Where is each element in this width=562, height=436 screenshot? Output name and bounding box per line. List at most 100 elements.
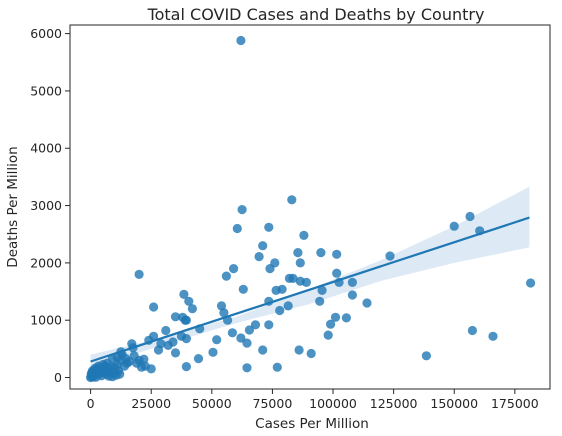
- y-tick-label: 3000: [30, 198, 62, 213]
- data-point: [216, 301, 227, 311]
- regression-line: [90, 216, 530, 363]
- x-tick-label: 50000: [192, 396, 232, 411]
- data-point: [385, 251, 395, 261]
- data-point: [272, 362, 282, 372]
- data-point: [265, 264, 275, 274]
- data-point: [316, 248, 326, 258]
- data-point: [115, 369, 125, 379]
- data-point: [317, 285, 327, 295]
- data-point: [288, 273, 298, 283]
- data-point: [181, 334, 191, 344]
- data-point: [449, 221, 459, 231]
- data-point: [181, 315, 191, 325]
- x-axis: 0 25000 50000 75000 100000 125000 150000 175000: [87, 389, 539, 411]
- data-point: [221, 271, 231, 281]
- data-point: [163, 340, 173, 350]
- data-point: [229, 264, 239, 274]
- data-point: [227, 328, 237, 338]
- data-point: [212, 335, 222, 345]
- data-point: [124, 356, 134, 367]
- data-point: [465, 211, 475, 222]
- data-point: [299, 230, 309, 240]
- data-point: [236, 35, 246, 46]
- data-point: [232, 223, 242, 234]
- data-point: [179, 289, 189, 299]
- data-point: [153, 345, 164, 355]
- data-point: [264, 320, 274, 330]
- data-point: [467, 325, 477, 336]
- data-point: [362, 298, 372, 308]
- x-tick-label: 25000: [131, 396, 171, 411]
- data-point: [237, 205, 247, 215]
- x-tick-label: 125000: [370, 396, 418, 411]
- data-point: [258, 241, 268, 251]
- data-point: [134, 269, 144, 279]
- data-point: [132, 358, 142, 368]
- data-point: [347, 290, 357, 300]
- data-point: [107, 372, 117, 382]
- data-point: [293, 248, 303, 258]
- data-point: [250, 320, 261, 330]
- y-tick-label: 0: [54, 370, 62, 385]
- y-axis-label: Deaths Per Million: [5, 146, 21, 267]
- data-point: [236, 333, 246, 343]
- x-tick-label: 150000: [430, 396, 478, 411]
- y-tick-label: 1000: [30, 313, 62, 328]
- x-tick-label: 100000: [309, 396, 357, 411]
- data-point: [242, 363, 252, 373]
- data-point: [488, 331, 498, 341]
- data-point: [295, 258, 305, 268]
- data-point: [526, 278, 536, 288]
- data-point: [244, 325, 254, 335]
- data-point: [258, 345, 268, 355]
- data-point: [332, 268, 342, 278]
- data-point: [275, 305, 285, 316]
- y-tick-label: 6000: [30, 26, 62, 41]
- data-point: [242, 338, 252, 348]
- data-point: [306, 348, 316, 359]
- data-point: [271, 285, 281, 295]
- y-tick-label: 2000: [30, 255, 62, 270]
- data-point: [181, 362, 191, 372]
- chart-title: Total COVID Cases and Deaths by Country: [147, 5, 485, 24]
- data-point: [161, 325, 171, 336]
- data-point: [421, 351, 431, 361]
- x-axis-label: Cases Per Million: [255, 416, 369, 432]
- y-tick-label: 4000: [30, 141, 62, 156]
- data-point: [341, 313, 351, 323]
- data-point: [219, 308, 229, 318]
- data-point: [301, 277, 311, 287]
- data-point: [208, 347, 218, 357]
- confidence-band: [90, 186, 530, 369]
- data-point: [283, 301, 293, 311]
- data-point: [332, 249, 342, 259]
- data-point: [187, 304, 197, 314]
- data-point: [323, 330, 333, 340]
- plot-frame: [69, 24, 551, 390]
- data-point: [170, 348, 181, 358]
- y-axis: 0 1000 2000 3000 4000 5000 6000: [30, 26, 70, 385]
- x-tick-label: 0: [87, 396, 95, 411]
- data-point: [287, 195, 297, 205]
- y-tick-label: 5000: [30, 83, 62, 98]
- points-layer: [86, 35, 536, 383]
- data-point: [315, 296, 325, 306]
- data-point: [170, 312, 181, 322]
- x-tick-label: 175000: [491, 396, 539, 411]
- data-point: [149, 302, 159, 312]
- regression-layer: [90, 216, 530, 363]
- data-point: [294, 345, 304, 355]
- data-point: [238, 284, 248, 294]
- data-point: [330, 312, 341, 322]
- data-point: [347, 277, 357, 287]
- data-point: [184, 296, 194, 306]
- data-point: [254, 252, 264, 262]
- data-point: [193, 354, 204, 364]
- data-point: [96, 371, 107, 381]
- x-tick-label: 75000: [253, 396, 293, 411]
- data-point: [140, 361, 150, 371]
- data-point: [264, 222, 274, 232]
- ci-band-layer: [90, 186, 530, 369]
- data-point: [326, 319, 336, 329]
